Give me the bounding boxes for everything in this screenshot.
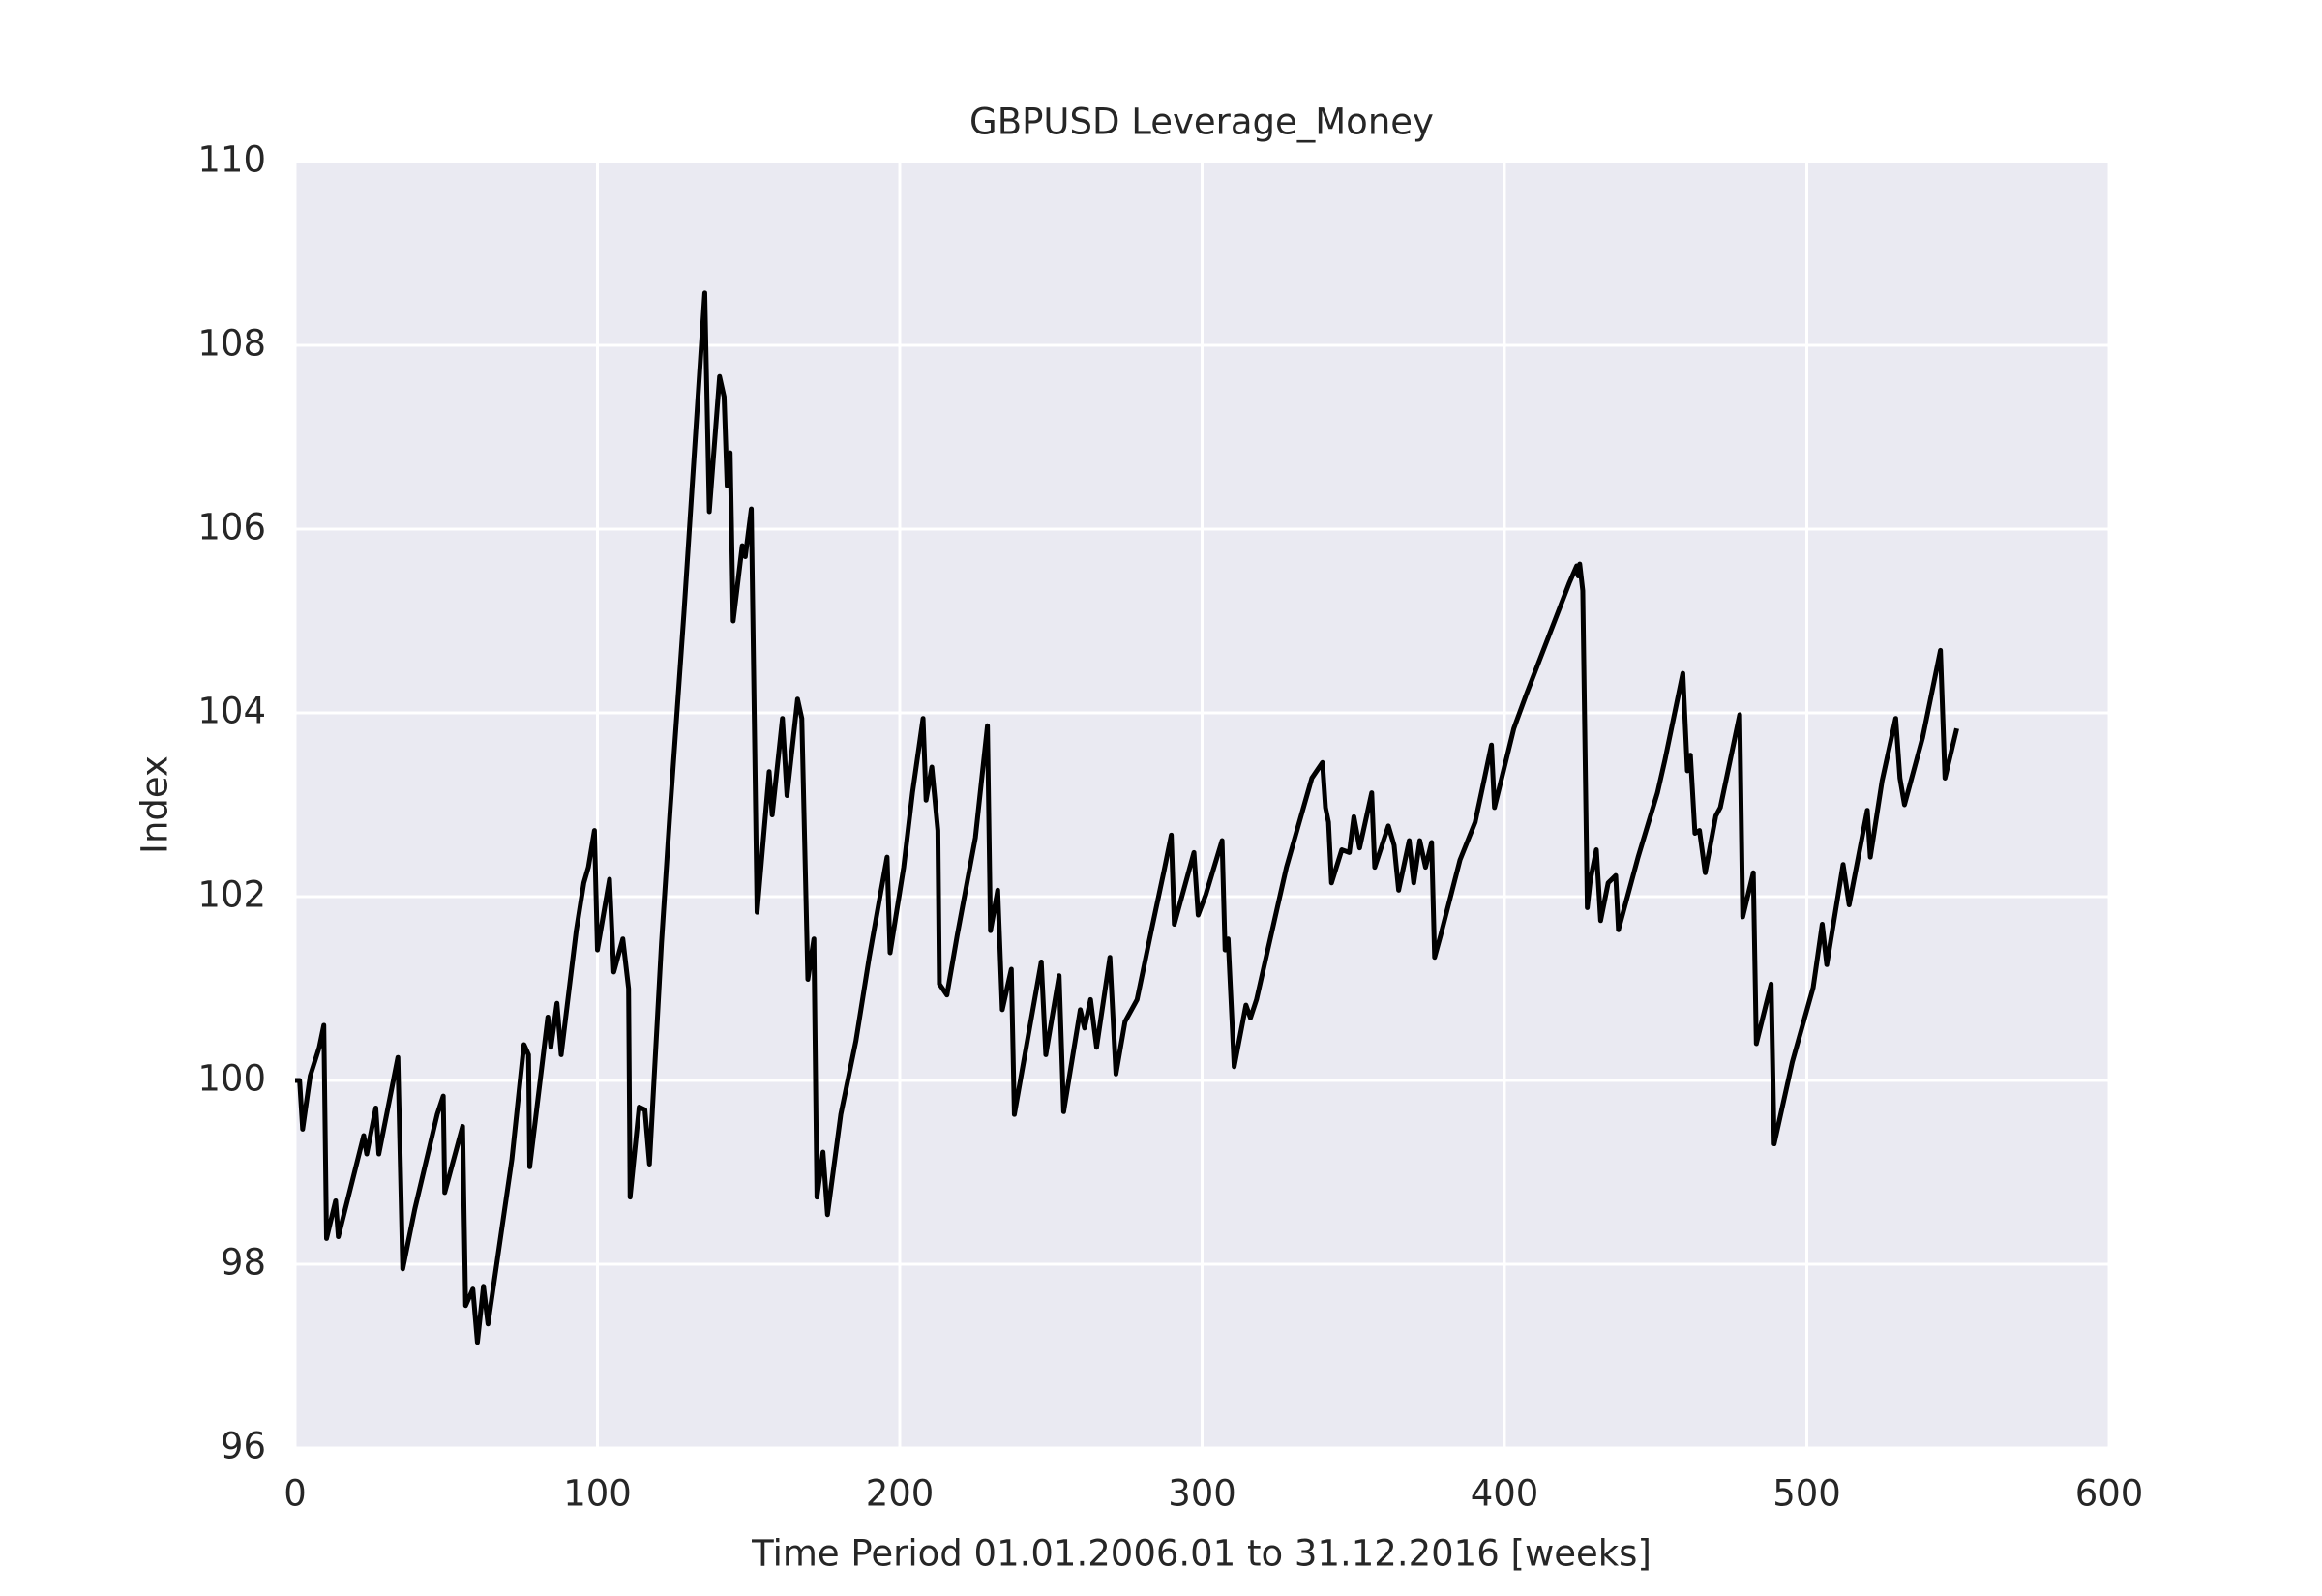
y-tick-label: 100 bbox=[197, 1058, 266, 1100]
x-axis-label: Time Period 01.01.2006.01 to 31.12.2016 … bbox=[751, 1533, 1652, 1575]
chart-title: GBPUSD Leverage_Money bbox=[969, 102, 1434, 143]
x-tick-label: 400 bbox=[1471, 1473, 1539, 1515]
data-line bbox=[295, 290, 1959, 1345]
y-tick-label: 106 bbox=[197, 507, 266, 548]
x-tick-label: 0 bbox=[283, 1473, 307, 1515]
y-tick-label: 104 bbox=[197, 691, 266, 732]
y-tick-label: 96 bbox=[221, 1426, 266, 1467]
x-tick-label: 200 bbox=[866, 1473, 935, 1515]
y-tick-label: 102 bbox=[197, 874, 266, 916]
x-tick-label: 600 bbox=[2075, 1473, 2144, 1515]
x-tick-label: 300 bbox=[1168, 1473, 1236, 1515]
x-tick-label: 100 bbox=[563, 1473, 632, 1515]
y-axis-label: Index bbox=[134, 755, 176, 854]
x-tick-label: 500 bbox=[1772, 1473, 1841, 1515]
y-tick-label: 108 bbox=[197, 323, 266, 365]
y-tick-label: 110 bbox=[197, 139, 266, 181]
y-tick-label: 98 bbox=[221, 1242, 266, 1284]
